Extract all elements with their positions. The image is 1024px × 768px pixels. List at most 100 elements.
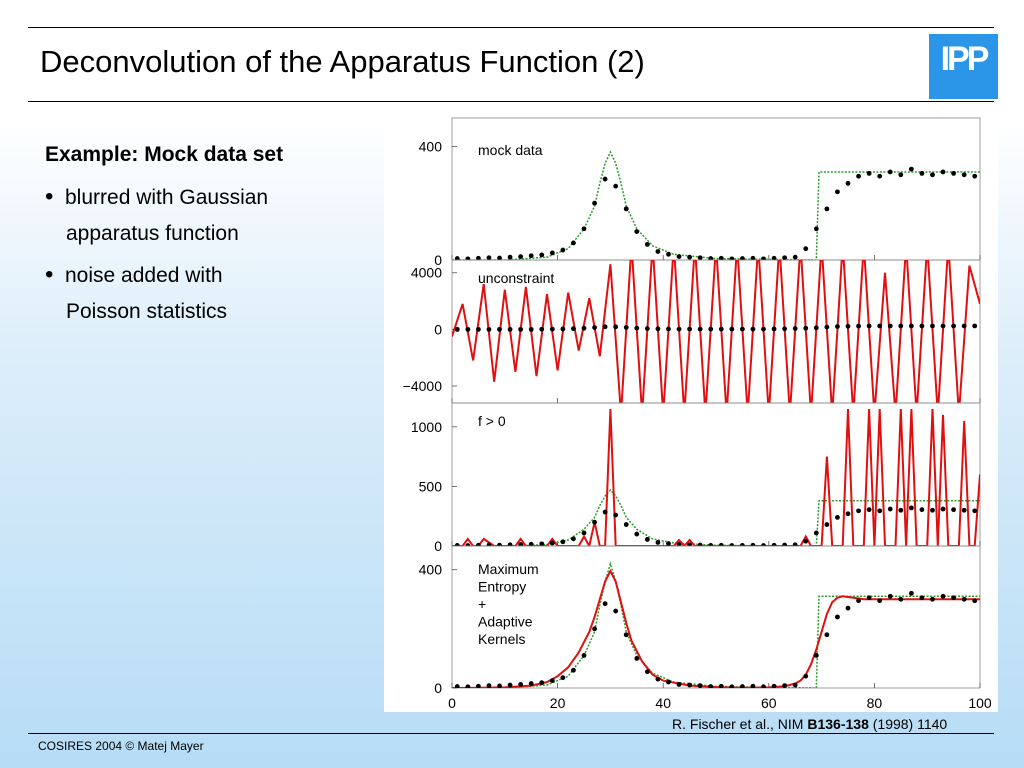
data-point bbox=[877, 508, 883, 514]
data-point bbox=[803, 246, 809, 252]
footer-text: COSIRES 2004 © Matej Mayer bbox=[38, 739, 204, 753]
data-point bbox=[539, 680, 545, 686]
data-point bbox=[571, 667, 576, 673]
data-point bbox=[697, 542, 703, 546]
data-point bbox=[507, 326, 513, 332]
data-point bbox=[718, 542, 724, 546]
data-point bbox=[602, 509, 608, 515]
data-point bbox=[613, 183, 619, 189]
data-point bbox=[507, 542, 513, 546]
data-point bbox=[887, 323, 893, 329]
data-point bbox=[729, 256, 735, 260]
data-point bbox=[560, 675, 566, 681]
data-point bbox=[951, 507, 956, 513]
data-point bbox=[497, 542, 502, 546]
data-point bbox=[486, 542, 492, 546]
data-point bbox=[813, 653, 819, 658]
data-point bbox=[792, 682, 798, 688]
y-tick-label: 0 bbox=[434, 538, 442, 554]
data-point bbox=[930, 323, 935, 329]
data-point bbox=[740, 256, 745, 260]
data-point bbox=[528, 681, 534, 686]
data-point bbox=[898, 507, 904, 513]
bullet-item: • blurred with Gaussian bbox=[45, 183, 283, 222]
y-tick-label: 400 bbox=[419, 138, 443, 154]
data-point bbox=[940, 506, 946, 512]
data-point bbox=[666, 326, 671, 332]
data-point bbox=[898, 323, 904, 329]
data-point bbox=[634, 229, 640, 234]
title-rule bbox=[28, 101, 994, 102]
data-point bbox=[877, 173, 883, 179]
data-point bbox=[465, 326, 471, 332]
data-point bbox=[972, 508, 978, 514]
data-point bbox=[634, 531, 640, 537]
data-point bbox=[539, 252, 545, 258]
data-point bbox=[623, 324, 629, 330]
data-point bbox=[845, 323, 851, 329]
data-point bbox=[908, 323, 914, 329]
top-rule bbox=[28, 27, 994, 28]
data-point bbox=[961, 172, 967, 178]
data-point bbox=[549, 250, 555, 256]
data-point bbox=[486, 683, 492, 688]
data-point bbox=[750, 683, 756, 688]
bullet-item: • noise added with bbox=[45, 261, 283, 300]
y-tick-label: 0 bbox=[434, 680, 442, 696]
data-point bbox=[951, 595, 956, 601]
data-point bbox=[528, 326, 534, 332]
data-point bbox=[644, 241, 650, 247]
data-point bbox=[560, 247, 566, 253]
data-point bbox=[792, 542, 798, 546]
data-point bbox=[634, 325, 640, 331]
panel-label: Maximum bbox=[478, 561, 539, 577]
data-point bbox=[655, 540, 661, 545]
data-point bbox=[919, 170, 925, 176]
data-point bbox=[602, 324, 608, 330]
data-point bbox=[687, 326, 692, 332]
data-point bbox=[718, 326, 724, 332]
true-signal-line bbox=[452, 488, 980, 546]
data-point bbox=[454, 326, 460, 332]
data-point bbox=[771, 326, 777, 332]
data-point bbox=[634, 656, 640, 661]
data-point bbox=[623, 522, 629, 527]
data-point bbox=[782, 255, 788, 260]
reconstruction-line bbox=[452, 568, 980, 688]
citation-volume: B136-138 bbox=[807, 716, 869, 732]
data-point bbox=[771, 255, 777, 260]
data-point bbox=[676, 542, 682, 546]
data-point bbox=[539, 541, 545, 546]
y-tick-label: 0 bbox=[434, 321, 442, 337]
bullet-continuation: Poisson statistics bbox=[66, 300, 228, 323]
chart-panel: 0 400 0 20 40 60 80 100 Maximum Entropy + Adaptive… bbox=[419, 545, 992, 711]
data-point bbox=[750, 255, 756, 260]
data-point bbox=[549, 678, 555, 684]
data-point bbox=[592, 519, 597, 525]
data-point bbox=[866, 170, 872, 176]
data-point bbox=[908, 590, 914, 596]
data-point bbox=[887, 593, 893, 599]
x-tick-label: 40 bbox=[655, 695, 671, 711]
data-point bbox=[497, 255, 502, 260]
data-point bbox=[771, 683, 777, 688]
data-point bbox=[845, 511, 851, 517]
data-point bbox=[549, 326, 555, 332]
data-point bbox=[803, 325, 809, 331]
ipp-logo: IPP bbox=[929, 34, 998, 99]
data-point bbox=[908, 505, 914, 511]
data-point bbox=[518, 326, 524, 332]
data-point bbox=[592, 626, 597, 632]
data-point bbox=[908, 166, 914, 172]
data-point bbox=[476, 326, 481, 332]
data-point bbox=[824, 632, 830, 638]
data-point bbox=[771, 542, 777, 546]
citation-suffix: (1998) 1140 bbox=[868, 716, 948, 732]
data-point bbox=[666, 541, 671, 546]
panel-frame bbox=[451, 117, 981, 261]
chart-panel: 4000 0 −4000 unconstraint bbox=[403, 259, 981, 404]
data-point bbox=[613, 512, 619, 518]
data-point bbox=[613, 324, 619, 330]
data-point bbox=[961, 596, 967, 602]
